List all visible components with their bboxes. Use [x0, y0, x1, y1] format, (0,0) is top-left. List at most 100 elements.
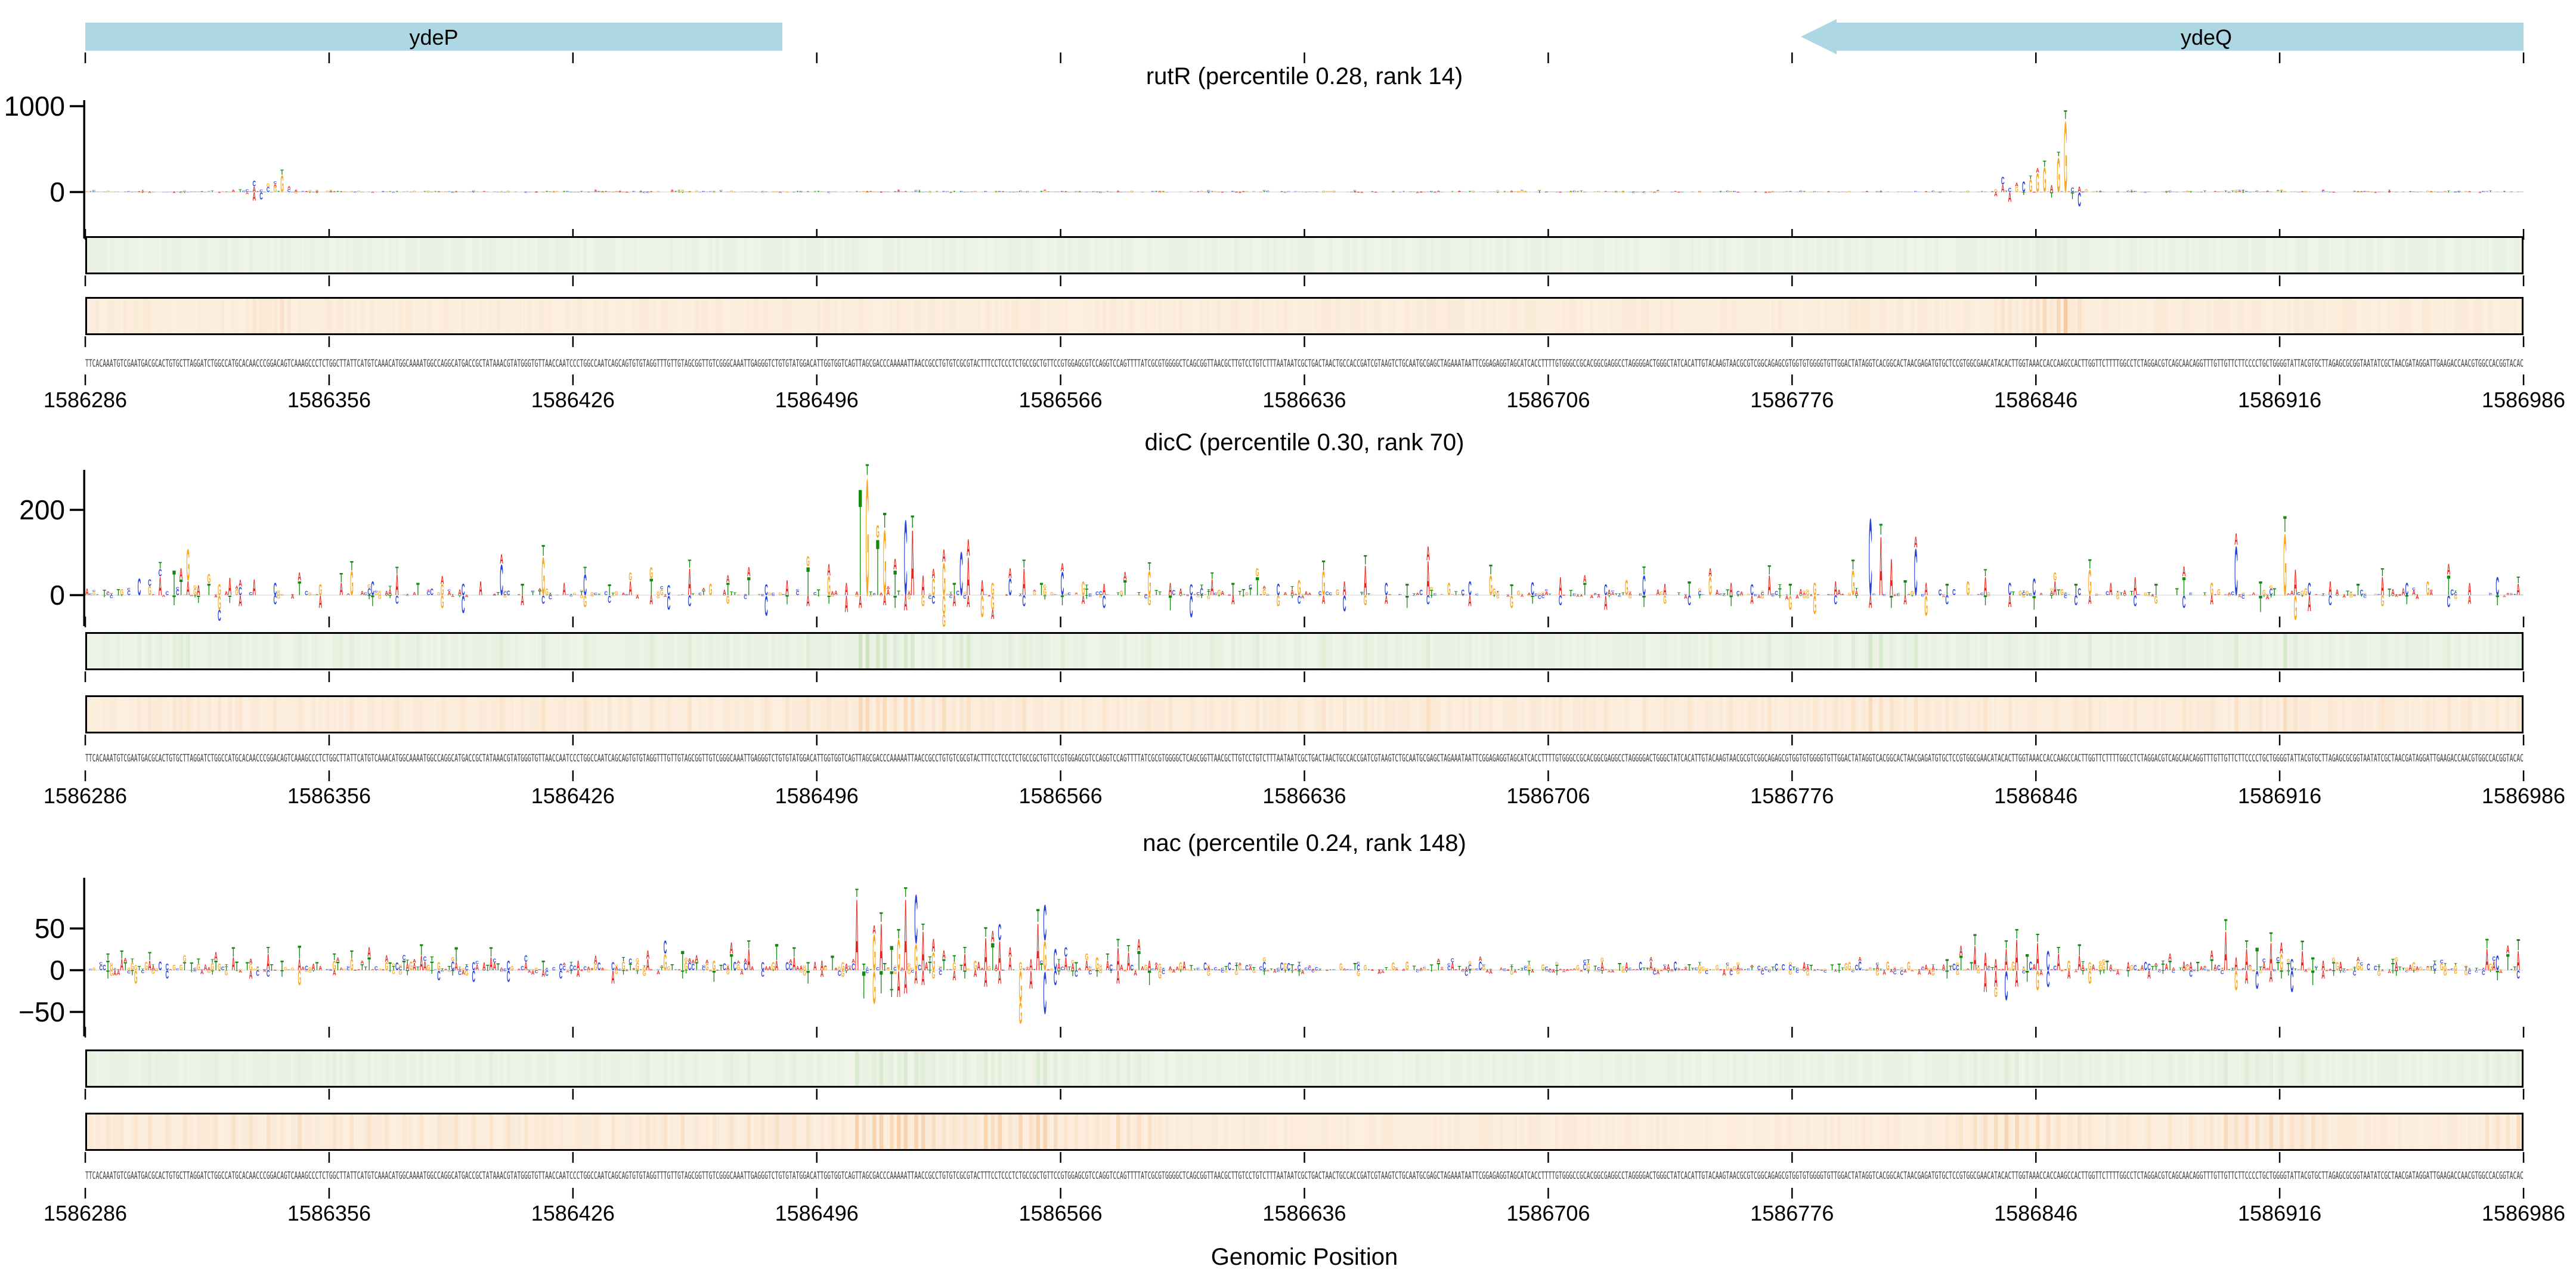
svg-text:A: A — [577, 958, 580, 974]
svg-text:C: C — [779, 191, 782, 192]
svg-text:G: G — [1928, 191, 1931, 192]
svg-text:C: C — [1761, 591, 1764, 596]
svg-text:G: G — [2088, 562, 2092, 603]
svg-text:C: C — [263, 969, 267, 971]
svg-text:A: A — [214, 595, 218, 599]
svg-text:T: T — [138, 965, 141, 972]
svg-text:T: T — [1364, 553, 1367, 568]
svg-text:A: A — [420, 952, 423, 976]
svg-text:T: T — [813, 191, 817, 192]
svg-text:G: G — [2304, 586, 2308, 597]
svg-text:T: T — [2301, 937, 2304, 953]
svg-text:C: C — [528, 192, 531, 193]
svg-text:A: A — [1092, 969, 1095, 970]
svg-text:A: A — [1639, 191, 1642, 192]
svg-text:G: G — [1120, 589, 1123, 597]
svg-text:A: A — [318, 592, 322, 612]
svg-text:T: T — [1810, 964, 1813, 973]
svg-text:A: A — [2193, 970, 2196, 971]
svg-text:G: G — [1621, 192, 1625, 194]
svg-text:C: C — [1757, 965, 1761, 973]
svg-text:G: G — [876, 521, 880, 541]
svg-text:T: T — [2162, 961, 2165, 972]
svg-text:C: C — [524, 192, 528, 193]
svg-text:A: A — [252, 190, 256, 203]
svg-text:C: C — [441, 970, 444, 972]
svg-text:G: G — [573, 593, 577, 596]
svg-text:C: C — [427, 590, 431, 596]
svg-text:T: T — [392, 191, 395, 192]
svg-text:C: C — [2405, 970, 2409, 973]
svg-text:G: G — [1154, 191, 1158, 192]
svg-text:A: A — [649, 191, 653, 192]
svg-text:A: A — [346, 593, 350, 596]
svg-text:T: T — [1503, 191, 1507, 192]
svg-text:T: T — [622, 956, 626, 963]
svg-text:C: C — [2402, 191, 2405, 192]
svg-text:C: C — [1433, 595, 1437, 596]
svg-text:G: G — [1144, 964, 1148, 973]
svg-text:G: G — [277, 590, 280, 593]
svg-text:C: C — [1162, 969, 1166, 971]
svg-text:T: T — [1977, 965, 1981, 968]
x-tick-label: 1586426 — [531, 1201, 615, 1225]
svg-text:A: A — [1795, 595, 1799, 600]
svg-text:A: A — [806, 191, 810, 193]
svg-text:G: G — [204, 191, 208, 192]
svg-text:T: T — [2071, 190, 2075, 202]
svg-text:G: G — [2043, 160, 2046, 200]
svg-text:A: A — [897, 190, 900, 193]
svg-text:C: C — [503, 192, 507, 193]
svg-text:T: T — [2077, 595, 2081, 596]
svg-text:T: T — [298, 578, 301, 600]
svg-text:C: C — [274, 579, 277, 599]
svg-text:A: A — [1071, 962, 1075, 973]
svg-text:A: A — [239, 593, 242, 610]
svg-text:A: A — [1461, 191, 1465, 192]
svg-text:G: G — [1555, 962, 1559, 966]
svg-text:C: C — [1197, 968, 1200, 969]
svg-text:G: G — [364, 595, 367, 596]
svg-text:A: A — [1834, 578, 1837, 600]
svg-text:G: G — [2116, 592, 2120, 596]
svg-text:C: C — [1959, 192, 1963, 193]
svg-text:T: T — [2270, 929, 2273, 945]
svg-text:C: C — [326, 969, 330, 971]
svg-text:A: A — [2238, 190, 2241, 193]
svg-text:T: T — [2510, 969, 2514, 971]
svg-text:A: A — [556, 595, 559, 596]
svg-text:T: T — [626, 191, 629, 192]
svg-text:C: C — [354, 191, 357, 192]
svg-text:T: T — [2075, 970, 2078, 971]
svg-text:A: A — [1001, 970, 1005, 971]
svg-text:C: C — [367, 586, 371, 597]
svg-text:T: T — [1841, 967, 1844, 971]
svg-text:C: C — [626, 594, 629, 596]
svg-text:C: C — [507, 958, 510, 974]
svg-text:T: T — [859, 458, 862, 628]
svg-text:G: G — [1517, 192, 1521, 193]
svg-text:T: T — [1674, 970, 1677, 971]
svg-text:G: G — [1468, 961, 1472, 965]
svg-text:C: C — [249, 191, 253, 192]
svg-text:G: G — [657, 969, 660, 970]
svg-text:G: G — [2325, 970, 2329, 971]
svg-text:A: A — [1259, 595, 1263, 596]
svg-text:G: G — [772, 961, 775, 973]
svg-text:A: A — [1221, 590, 1224, 596]
svg-text:C: C — [2064, 594, 2067, 599]
svg-text:T: T — [1559, 191, 1562, 192]
svg-text:G: G — [1597, 970, 1600, 973]
x-tick-label: 1586636 — [1262, 388, 1346, 412]
svg-text:T: T — [772, 970, 775, 971]
svg-text:C: C — [702, 966, 705, 971]
svg-text:G: G — [190, 595, 193, 596]
svg-text:A: A — [2419, 191, 2423, 192]
svg-text:A: A — [1078, 968, 1082, 971]
svg-text:C: C — [2276, 956, 2280, 962]
svg-text:G: G — [939, 966, 942, 968]
svg-text:C: C — [462, 191, 465, 192]
svg-text:T: T — [1193, 595, 1197, 596]
svg-text:T: T — [1834, 970, 1838, 971]
svg-text:G: G — [1364, 593, 1367, 609]
